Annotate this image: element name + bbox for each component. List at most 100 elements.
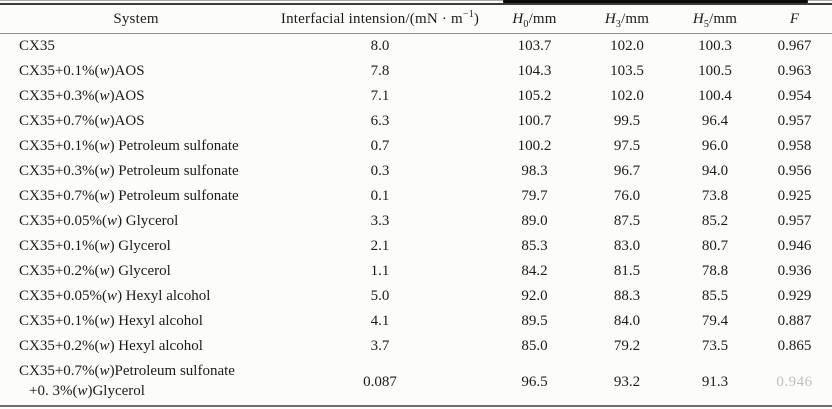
cell-h3: 97.5 — [613, 138, 641, 154]
cell-h3: 88.3 — [613, 288, 641, 304]
scan-artifact-bar — [503, 0, 808, 3]
cell-f: 0.865 — [777, 338, 812, 354]
column-header-h0: H0/mm — [488, 6, 581, 34]
cell-system: CX35+0.05%(w) Hexyl alcohol — [19, 287, 211, 304]
cell-h3: 76.0 — [613, 188, 641, 204]
cell-h0: 89.0 — [521, 213, 548, 229]
table-body: CX35 8.0 103.7 102.0 100.3 0.967 CX35+0.1%(w)A… — [0, 34, 832, 407]
cell-h0: 84.2 — [521, 263, 548, 279]
cell-h0: 92.0 — [521, 288, 548, 304]
cell-h0: 85.3 — [521, 238, 548, 254]
cell-h5: 80.7 — [701, 238, 729, 254]
table-row: CX35+0.2%(w) Hexyl alcohol 3.7 85.0 79.2 73.… — [0, 334, 832, 359]
column-header-h3: H3/mm — [581, 6, 673, 34]
cell-h0: 104.3 — [517, 63, 552, 79]
cell-h3: 87.5 — [613, 213, 641, 229]
cell-h3: 102.0 — [610, 88, 644, 104]
cell-h5: 73.8 — [701, 188, 729, 204]
cell-h5: 100.3 — [698, 38, 732, 54]
cell-system: CX35+0.1%(w) Petroleum sulfonate — [19, 137, 239, 154]
cell-interfacial-tension: 2.1 — [370, 238, 390, 254]
cell-interfacial-tension: 8.0 — [370, 38, 390, 54]
cell-f: 0.925 — [777, 188, 812, 204]
cell-interfacial-tension: 5.0 — [370, 288, 390, 304]
cell-interfacial-tension: 0.7 — [370, 138, 390, 154]
cell-h3: 96.7 — [613, 163, 641, 179]
table-row: CX35+0.7%(w)AOS 6.3 100.7 99.5 96.4 0.957 — [0, 109, 832, 134]
cell-h5: 85.2 — [701, 213, 729, 229]
table-row: CX35+0.1%(w) Glycerol 2.1 85.3 83.0 80.7 0.94… — [0, 234, 832, 259]
cell-h5: 94.0 — [701, 163, 729, 179]
cell-interfacial-tension: 7.8 — [370, 63, 390, 79]
cell-system: CX35+0.7%(w)Petroleum sulfonate +0. 3%(w)… — [19, 363, 235, 399]
cell-system: CX35+0.1%(w) Glycerol — [19, 237, 171, 254]
cell-interfacial-tension: 0.1 — [370, 188, 390, 204]
cell-f: 0.936 — [777, 263, 812, 279]
cell-h5: 100.5 — [698, 63, 732, 79]
cell-h0: 98.3 — [521, 163, 548, 179]
cell-h5: 96.4 — [701, 113, 729, 129]
table-row: CX35+0.1%(w) Petroleum sulfonate 0.7 100.2… — [0, 134, 832, 159]
cell-system: CX35+0.2%(w) Hexyl alcohol — [19, 337, 203, 354]
cell-h0: 85.0 — [521, 338, 548, 354]
cell-h5: 91.3 — [701, 373, 729, 390]
cell-h0: 105.2 — [517, 88, 552, 104]
cell-system: CX35 — [19, 37, 55, 54]
cell-h5: 79.4 — [701, 313, 729, 329]
cell-h5: 96.0 — [701, 138, 729, 154]
cell-interfacial-tension: 6.3 — [370, 113, 390, 129]
cell-h3: 83.0 — [613, 238, 641, 254]
cell-system: CX35+0.05%(w) Glycerol — [19, 212, 179, 229]
cell-f: 0.954 — [777, 88, 812, 104]
cell-system: CX35+0.7%(w)AOS — [19, 112, 145, 129]
cell-system: CX35+0.3%(w) Petroleum sulfonate — [19, 162, 239, 179]
table-row: CX35+0.7%(w) Petroleum sulfonate 0.1 79.7 7… — [0, 184, 832, 209]
cell-h3: 93.2 — [613, 373, 641, 390]
cell-h0: 96.5 — [521, 373, 548, 390]
cell-h5: 78.8 — [701, 263, 729, 279]
cell-h5: 73.5 — [701, 338, 729, 354]
cell-interfacial-tension: 3.7 — [370, 338, 390, 354]
cell-h0: 100.2 — [517, 138, 552, 154]
cell-h0: 89.5 — [521, 313, 548, 329]
table-row: CX35+0.3%(w)AOS 7.1 105.2 102.0 100.4 0.954 — [0, 84, 832, 109]
table-row: CX35+0.7%(w)Petroleum sulfonate +0. 3%(w)… — [0, 359, 832, 406]
cell-system: CX35+0.1%(w)AOS — [19, 62, 145, 79]
table-row: CX35+0.05%(w) Hexyl alcohol 5.0 92.0 88.3 85… — [0, 284, 832, 309]
cell-interfacial-tension: 7.1 — [370, 88, 390, 104]
cell-f: 0.957 — [777, 113, 812, 129]
cell-f: 0.956 — [777, 163, 812, 179]
cell-h3: 79.2 — [613, 338, 641, 354]
cell-f: 0.887 — [777, 313, 812, 329]
table-row: CX35+0.1%(w)AOS 7.8 104.3 103.5 100.5 0.963 — [0, 59, 832, 84]
top-rule-thin — [0, 0, 832, 1]
cell-interfacial-tension: 0.3 — [370, 163, 390, 179]
cell-f: 0.957 — [777, 213, 812, 229]
column-header-f: F — [757, 6, 832, 34]
table-row: CX35 8.0 103.7 102.0 100.3 0.967 — [0, 34, 832, 60]
cell-interfacial-tension: 1.1 — [370, 263, 390, 279]
cell-h5: 85.5 — [701, 288, 729, 304]
cell-f: 0.967 — [777, 38, 812, 54]
cell-f: 0.929 — [777, 288, 812, 304]
table-header: System Interfacial intension/(mN · m−1) H0… — [0, 6, 832, 34]
cell-system: CX35+0.2%(w) Glycerol — [19, 262, 171, 279]
results-table: System Interfacial intension/(mN · m−1) H0… — [0, 6, 832, 407]
top-rule-thick — [0, 3, 832, 5]
cell-interfacial-tension: 3.3 — [370, 213, 390, 229]
column-header-h5: H5/mm — [673, 6, 757, 34]
column-header-interfacial-tension: Interfacial intension/(mN · m−1) — [272, 6, 488, 34]
table-row: CX35+0.3%(w) Petroleum sulfonate 0.3 98.3 9… — [0, 159, 832, 184]
cell-f: 0.963 — [777, 63, 812, 79]
cell-interfacial-tension: 4.1 — [370, 313, 390, 329]
column-header-system: System — [0, 6, 272, 34]
cell-f: 0.958 — [777, 138, 812, 154]
table-row: CX35+0.05%(w) Glycerol 3.3 89.0 87.5 85.2 0.9… — [0, 209, 832, 234]
cell-h5: 100.4 — [698, 88, 732, 104]
cell-interfacial-tension: 0.087 — [363, 373, 397, 390]
header-row: System Interfacial intension/(mN · m−1) H0… — [0, 6, 832, 34]
cell-h3: 103.5 — [610, 63, 644, 79]
cell-h0: 100.7 — [517, 113, 552, 129]
cell-system: CX35+0.1%(w) Hexyl alcohol — [19, 312, 203, 329]
